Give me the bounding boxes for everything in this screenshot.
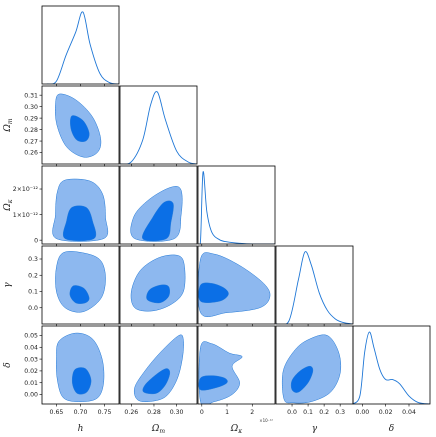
y-tick-label: 0.3 bbox=[28, 256, 38, 263]
y-tick-label: 1×10⁻¹² bbox=[13, 212, 39, 219]
x-tick-label: 0.04 bbox=[402, 409, 416, 416]
marginal-g-line bbox=[276, 251, 353, 324]
x-axis-label-d: δ bbox=[389, 424, 394, 434]
panel-frame bbox=[119, 245, 198, 325]
contour-68-h-g bbox=[69, 285, 90, 304]
panel-h-ok: 0 1×10⁻¹² 2×10⁻¹² bbox=[13, 165, 120, 247]
y-tick-label: 0.2 bbox=[28, 272, 38, 279]
panel-ok bbox=[197, 165, 276, 247]
marginal-ok-line bbox=[198, 171, 275, 244]
panel-h-d: 0.65 0.70 0.75 0.00 0.01 0.02 0.03 0.04 0.05 bbox=[24, 325, 120, 416]
panel-om bbox=[119, 85, 198, 167]
contour-68-h-d bbox=[72, 367, 92, 395]
panel-ok-d: 0 1 2 bbox=[197, 325, 276, 416]
y-tick-label: 0.1 bbox=[28, 289, 38, 296]
contour-68-ok-d bbox=[198, 375, 228, 391]
y-tick-label: 0.00 bbox=[24, 392, 38, 399]
panel-om-d: 0.26 0.28 0.30 bbox=[119, 325, 198, 416]
panel-ok-g bbox=[197, 245, 276, 327]
y-tick-label: 2×10⁻¹² bbox=[13, 186, 39, 193]
panel-frame bbox=[197, 165, 276, 245]
y-axis-label-d: δ bbox=[3, 362, 13, 367]
y-tick-label: 0.04 bbox=[24, 344, 38, 351]
panel-om-ok bbox=[119, 165, 198, 247]
marginal-h-line bbox=[46, 11, 119, 84]
panel-d: 0.00 0.02 0.04 bbox=[352, 325, 431, 416]
contour-68-h-ok bbox=[63, 205, 97, 242]
x-axis-label-h: h bbox=[78, 424, 84, 434]
x-tick-label: 0.70 bbox=[74, 409, 88, 416]
panel-h bbox=[41, 5, 120, 87]
y-tick-label: 0.31 bbox=[24, 92, 38, 99]
contour-95-h-d bbox=[56, 332, 105, 402]
panel-frame bbox=[119, 165, 198, 245]
marginal-om-line bbox=[120, 91, 197, 164]
x-tick-label: 0.65 bbox=[50, 409, 64, 416]
panel-g-d: 0.0 0.1 0.2 0.3 bbox=[275, 325, 354, 416]
x-tick-label: 0.1 bbox=[303, 409, 313, 416]
contour-68-om-d bbox=[142, 368, 171, 395]
x-axis-exponent-ok: ×10⁻¹² bbox=[259, 418, 273, 423]
y-tick-label: 0.26 bbox=[24, 150, 38, 157]
contour-68-h-om bbox=[70, 115, 90, 142]
panel-frame bbox=[275, 245, 354, 325]
contour-95-h-g bbox=[55, 251, 106, 313]
y-axis-label-om: Ωm bbox=[3, 118, 14, 132]
x-axis-label-om: Ωm bbox=[151, 424, 165, 435]
contour-95-ok-d bbox=[198, 341, 243, 404]
y-tick-label: 0 bbox=[34, 237, 38, 244]
panel-h-g: 0.0 0.1 0.2 0.3 bbox=[28, 245, 120, 327]
x-tick-label: 0.3 bbox=[335, 409, 345, 416]
y-tick-label: 0.30 bbox=[24, 104, 38, 111]
x-tick-label: 0.02 bbox=[379, 409, 393, 416]
panel-frame bbox=[119, 85, 198, 165]
x-tick-label: 0.30 bbox=[170, 409, 184, 416]
contour-68-ok-g bbox=[198, 282, 229, 303]
x-tick-label: 0.00 bbox=[355, 409, 369, 416]
x-tick-label: 0.2 bbox=[319, 409, 329, 416]
x-tick-label: 0.28 bbox=[147, 409, 161, 416]
panel-frame bbox=[119, 325, 198, 405]
x-tick-label: 2 bbox=[250, 409, 254, 416]
x-tick-label: 0.26 bbox=[124, 409, 138, 416]
y-tick-label: 0.05 bbox=[24, 333, 38, 340]
x-tick-label: 0.0 bbox=[287, 409, 297, 416]
contour-68-om-g bbox=[146, 284, 170, 304]
panel-h-om: 0.26 0.27 0.28 0.29 0.30 0.31 bbox=[24, 85, 120, 167]
y-tick-label: 0.28 bbox=[24, 127, 38, 134]
contour-95-om-g bbox=[130, 254, 186, 312]
marginal-d-line bbox=[353, 331, 430, 404]
x-tick-label: 1 bbox=[225, 409, 229, 416]
panel-g bbox=[275, 245, 354, 327]
x-axis-label-g: γ bbox=[312, 424, 318, 434]
panel-frame bbox=[41, 5, 120, 85]
y-axis-label-ok: Ωκ bbox=[3, 199, 14, 211]
y-tick-label: 0.03 bbox=[24, 356, 38, 363]
y-tick-label: 0.02 bbox=[24, 368, 38, 375]
y-tick-label: 0.27 bbox=[24, 138, 38, 145]
x-axis-label-ok: Ωκ bbox=[230, 424, 242, 435]
y-tick-label: 0.01 bbox=[24, 380, 38, 387]
x-tick-label: 0.75 bbox=[98, 409, 112, 416]
contour-68-om-ok bbox=[142, 200, 174, 242]
contour-68-g-d bbox=[290, 365, 314, 393]
panel-frame bbox=[352, 325, 431, 405]
panel-frame bbox=[197, 245, 276, 325]
panel-om-g bbox=[119, 245, 198, 327]
y-tick-label: 0.29 bbox=[24, 115, 38, 122]
y-axis-label-g: γ bbox=[3, 282, 13, 288]
panel-frame bbox=[197, 325, 276, 405]
x-tick-label: 0 bbox=[200, 409, 204, 416]
y-tick-label: 0.0 bbox=[28, 305, 38, 312]
